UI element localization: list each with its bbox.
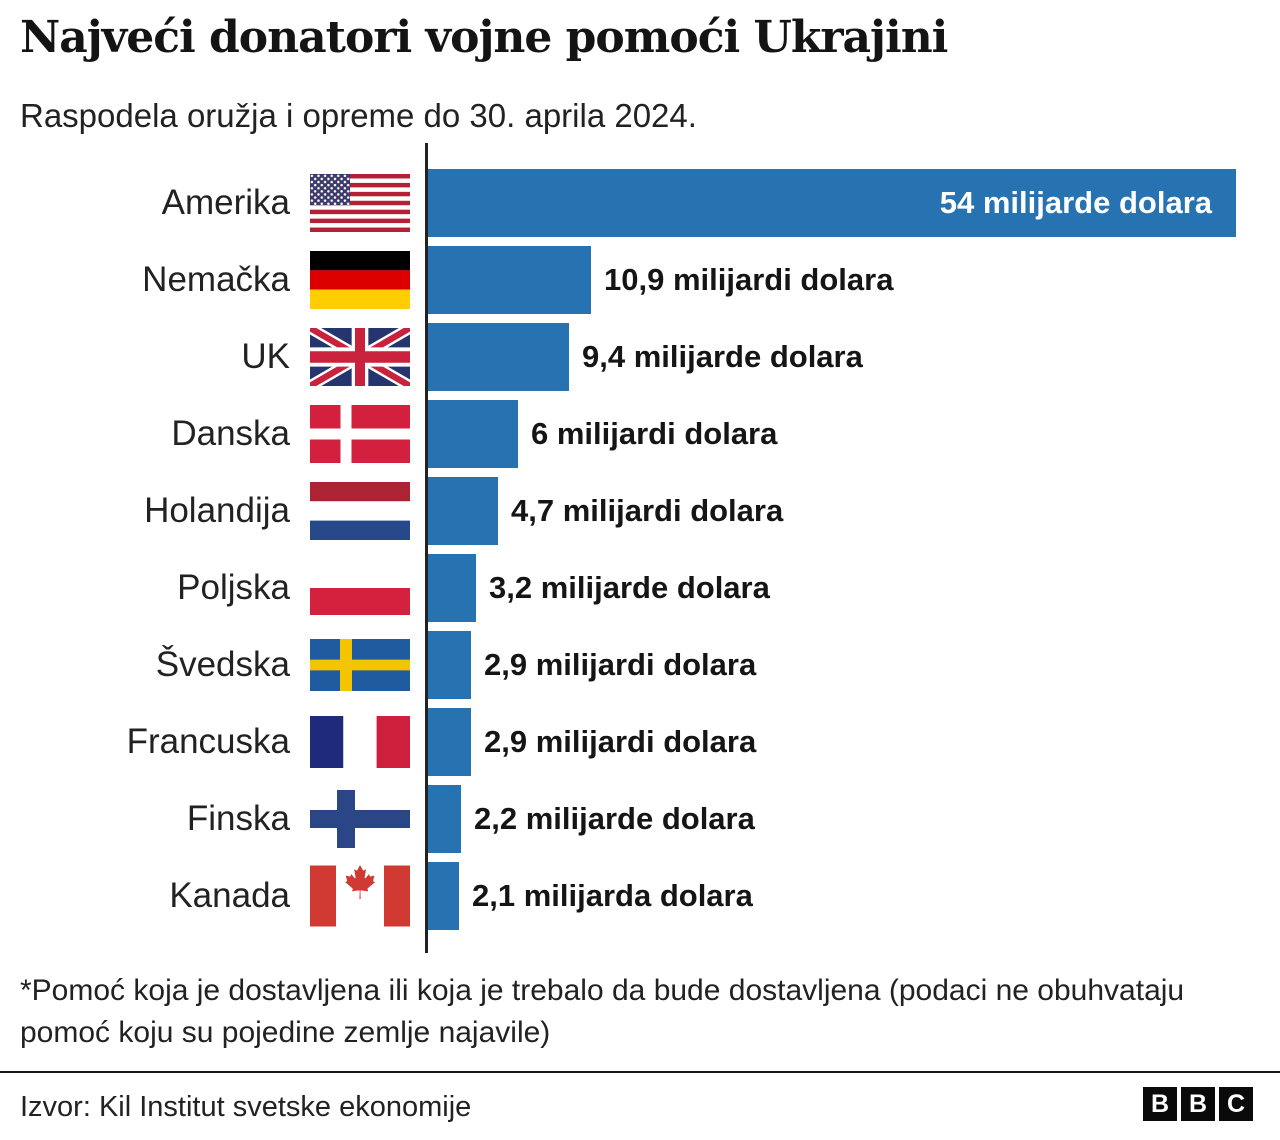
chart-row: UK 9,4 milijarde dolara	[0, 323, 1280, 391]
bar-value-label: 4,7 milijardi dolara	[511, 493, 784, 528]
flag-ca-icon	[310, 865, 410, 927]
country-label: Kanada	[169, 876, 290, 915]
bar	[428, 477, 498, 545]
bar-area: 9,4 milijarde dolara	[428, 323, 1280, 391]
flag-gb-icon	[310, 328, 410, 386]
country-label: Nemačka	[142, 260, 290, 299]
bar	[428, 862, 459, 930]
bar-value-label: 2,9 milijardi dolara	[484, 724, 757, 759]
bar-area: 2,1 milijarda dolara	[428, 862, 1280, 930]
country-label: Amerika	[161, 183, 290, 222]
denmark-flag-icon	[310, 405, 410, 463]
flag-us-icon	[310, 174, 410, 232]
poland-flag-icon	[310, 561, 410, 615]
flag-fi-icon	[310, 790, 410, 848]
bar	[428, 554, 476, 622]
netherlands-flag-icon	[310, 482, 410, 540]
chart-row: Francuska 2,9 milijardi dolara	[0, 708, 1280, 776]
bbc-logo-square: B	[1143, 1087, 1177, 1121]
bar	[428, 246, 591, 314]
flag-se-icon	[310, 639, 410, 691]
flag-pl-icon	[310, 561, 410, 615]
usa-flag-icon	[310, 174, 410, 232]
footer-divider	[0, 1071, 1280, 1073]
chart-row: Kanada 2,1 milijarda dolara	[0, 862, 1280, 930]
flag-fr-icon	[310, 716, 410, 768]
bar	[428, 631, 471, 699]
flag-de-icon	[310, 251, 410, 309]
country-label: Francuska	[126, 722, 290, 761]
country-label: Poljska	[177, 568, 290, 607]
bar-value-label: 9,4 milijarde dolara	[582, 339, 863, 374]
flag-dk-icon	[310, 405, 410, 463]
country-label: Holandija	[144, 491, 290, 530]
germany-flag-icon	[310, 251, 410, 309]
chart-row: Nemačka 10,9 milijardi dolara	[0, 246, 1280, 314]
bar-value-label: 2,9 milijardi dolara	[484, 647, 757, 682]
bar-value-label: 6 milijardi dolara	[531, 416, 778, 451]
bar-area: 3,2 milijarde dolara	[428, 554, 1280, 622]
bbc-logo-square: B	[1181, 1087, 1215, 1121]
chart-row: Danska 6 milijardi dolara	[0, 400, 1280, 468]
chart-row: Amerika 54 milijarde dolara	[0, 169, 1280, 237]
chart-row: Švedska 2,9 milijardi dolara	[0, 631, 1280, 699]
country-label: Finska	[186, 799, 290, 838]
flag-nl-icon	[310, 482, 410, 540]
france-flag-icon	[310, 716, 410, 768]
bar-area: 2,2 milijarde dolara	[428, 785, 1280, 853]
country-label: UK	[241, 337, 290, 376]
bar-area: 2,9 milijardi dolara	[428, 631, 1280, 699]
page-title: Najveći donatori vojne pomoći Ukrajini	[20, 12, 948, 63]
bbc-logo-square: C	[1219, 1087, 1253, 1121]
bar-area: 2,9 milijardi dolara	[428, 708, 1280, 776]
bar	[428, 400, 518, 468]
canada-flag-icon	[310, 865, 410, 927]
country-label: Danska	[171, 414, 290, 453]
finland-flag-icon	[310, 790, 410, 848]
bar-value-label: 3,2 milijarde dolara	[489, 570, 770, 605]
bar	[428, 323, 569, 391]
bar-value-label: 10,9 milijardi dolara	[604, 262, 894, 297]
bar-area: 6 milijardi dolara	[428, 400, 1280, 468]
chart-row: Holandija 4,7 milijardi dolara	[0, 477, 1280, 545]
bar-value-label: 2,2 milijarde dolara	[474, 801, 755, 836]
page-subtitle: Raspodela oružja i opreme do 30. aprila …	[20, 97, 697, 134]
footnote: *Pomoć koja je dostavljena ili koja je t…	[20, 974, 1185, 1049]
bar	[428, 785, 461, 853]
bar-value-label: 2,1 milijarda dolara	[472, 878, 753, 913]
sweden-flag-icon	[310, 639, 410, 691]
country-label: Švedska	[155, 645, 290, 684]
bar-area: 54 milijarde dolara	[428, 169, 1280, 237]
source-label: Izvor: Kil Institut svetske ekonomije	[20, 1091, 472, 1123]
bar: 54 milijarde dolara	[428, 169, 1236, 237]
axis-line	[425, 143, 428, 953]
chart-row: Poljska 3,2 milijarde dolara	[0, 554, 1280, 622]
bar-area: 10,9 milijardi dolara	[428, 246, 1280, 314]
uk-flag-icon	[310, 328, 410, 386]
chart-row: Finska 2,2 milijarde dolara	[0, 785, 1280, 853]
bar-area: 4,7 milijardi dolara	[428, 477, 1280, 545]
bar-value-label: 54 milijarde dolara	[939, 185, 1212, 220]
bar	[428, 708, 471, 776]
